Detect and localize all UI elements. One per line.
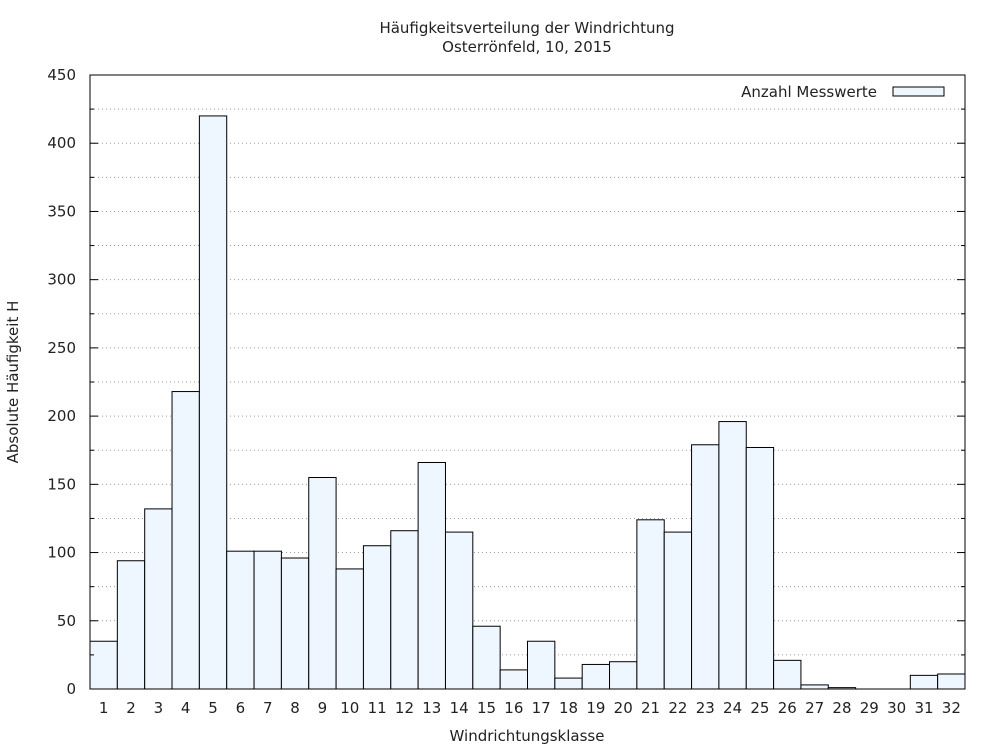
x-tick-label: 16 <box>504 699 523 717</box>
bar-19 <box>581 663 611 690</box>
bar-20 <box>609 661 638 690</box>
x-tick-label: 29 <box>860 699 879 717</box>
x-tick-label: 18 <box>559 699 578 717</box>
x-tick-label: 12 <box>395 699 414 717</box>
y-tick-label: 100 <box>47 544 76 562</box>
x-axis: 1 2 3 4 5 6 7 8 9 10 11 12 13 14 15 16 17 18 19 20 21 22 23 24 2… <box>99 699 961 717</box>
bar-31 <box>909 674 939 690</box>
bar-1 <box>89 640 118 690</box>
x-tick-label: 7 <box>263 699 273 717</box>
bar-17 <box>527 640 556 690</box>
y-tick-label: 0 <box>66 680 76 698</box>
bar-23 <box>691 444 720 690</box>
bar-22 <box>663 531 693 690</box>
x-tick-label: 20 <box>614 699 633 717</box>
bar-9 <box>308 477 337 690</box>
y-tick-label: 400 <box>47 134 76 152</box>
x-tick-label: 32 <box>942 699 961 717</box>
x-tick-label: 30 <box>887 699 906 717</box>
x-tick-label: 4 <box>181 699 191 717</box>
bar-14 <box>444 531 474 690</box>
bar-26 <box>773 659 802 690</box>
legend-label: Anzahl Messwerte <box>741 83 877 101</box>
x-tick-label: 5 <box>208 699 218 717</box>
y-tick-label: 200 <box>47 407 76 425</box>
x-tick-label: 24 <box>723 699 742 717</box>
bar-4 <box>171 391 200 690</box>
x-tick-label: 1 <box>99 699 109 717</box>
x-tick-label: 2 <box>126 699 136 717</box>
chart-subtitle: Osterrönfeld, 10, 2015 <box>442 38 612 56</box>
bar-6 <box>226 550 255 690</box>
x-tick-label: 3 <box>154 699 164 717</box>
x-tick-label: 6 <box>236 699 246 717</box>
x-tick-label: 11 <box>368 699 387 717</box>
bar-24 <box>718 421 747 690</box>
bar-21 <box>636 519 665 690</box>
x-tick-label: 19 <box>586 699 605 717</box>
x-tick-label: 27 <box>805 699 824 717</box>
y-tick-label: 300 <box>47 271 76 289</box>
x-tick-label: 22 <box>668 699 687 717</box>
bar-7 <box>253 550 282 690</box>
x-tick-label: 25 <box>750 699 769 717</box>
bar-12 <box>390 530 419 690</box>
x-tick-label: 17 <box>532 699 551 717</box>
legend-swatch <box>892 86 945 97</box>
bar-32 <box>937 673 966 690</box>
y-tick-label: 350 <box>47 202 76 220</box>
y-tick-label: 150 <box>47 475 76 493</box>
bar-13 <box>417 462 446 690</box>
x-tick-label: 31 <box>914 699 933 717</box>
x-tick-label: 21 <box>641 699 660 717</box>
bar-18 <box>554 677 583 690</box>
x-tick-label: 26 <box>778 699 797 717</box>
chart-title: Häufigkeitsverteilung der Windrichtung <box>379 19 674 37</box>
bar-27 <box>800 684 829 690</box>
x-tick-label: 13 <box>422 699 441 717</box>
bar-16 <box>499 669 528 690</box>
bar-8 <box>280 557 310 690</box>
x-tick-label: 28 <box>832 699 851 717</box>
bar-11 <box>362 545 392 690</box>
bar-25 <box>745 446 775 690</box>
x-tick-label: 23 <box>696 699 715 717</box>
bar-2 <box>116 560 146 690</box>
bar-10 <box>335 568 364 690</box>
x-tick-label: 14 <box>450 699 469 717</box>
x-tick-label: 8 <box>290 699 300 717</box>
y-tick-label: 450 <box>47 66 76 84</box>
y-axis: 0 50 100 150 200 250 300 350 400 450 <box>47 66 965 698</box>
legend: Anzahl Messwerte <box>741 83 945 101</box>
x-tick-label: 9 <box>318 699 328 717</box>
y-axis-label: Absolute Häufigkeit H <box>4 301 22 464</box>
y-tick-label: 250 <box>47 339 76 357</box>
bar-3 <box>144 508 173 690</box>
x-tick-label: 10 <box>340 699 359 717</box>
bars <box>89 115 966 690</box>
y-tick-label: 50 <box>57 612 76 630</box>
bar-5 <box>198 115 228 690</box>
x-axis-label: Windrichtungsklasse <box>450 727 605 745</box>
bar-15 <box>472 625 501 690</box>
x-tick-label: 15 <box>477 699 496 717</box>
